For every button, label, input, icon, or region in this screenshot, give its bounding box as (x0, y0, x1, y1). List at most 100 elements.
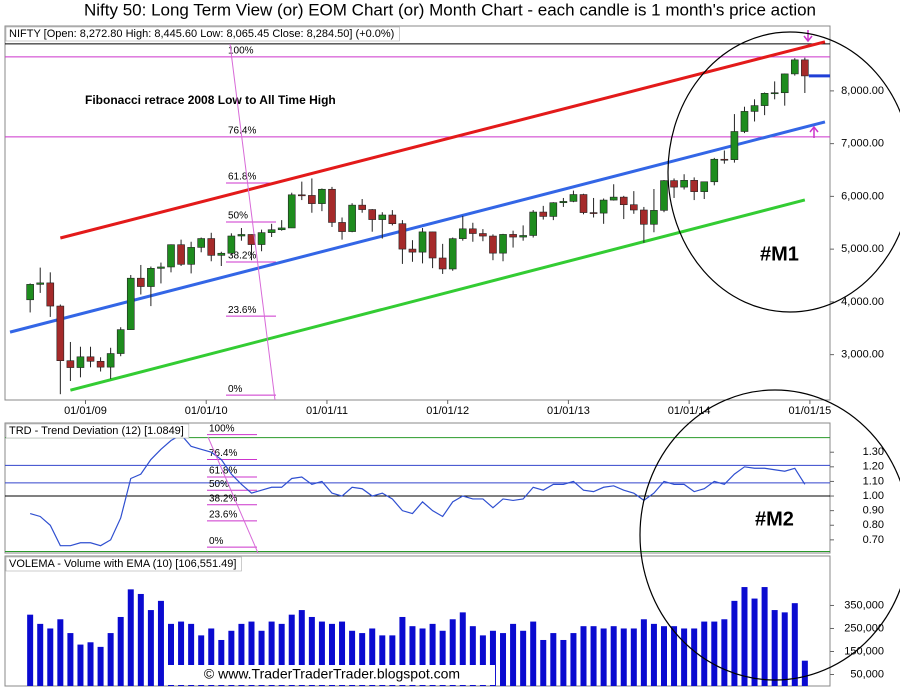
candle-body (760, 93, 769, 106)
candle-body (418, 231, 427, 253)
volume-bar (238, 623, 245, 686)
candle-body (237, 234, 246, 237)
x-tick-label: 01/01/10 (185, 405, 228, 417)
candle-body (36, 282, 45, 285)
volume-bar (228, 630, 235, 686)
volume-bar (27, 614, 34, 686)
y-tick-label: 0.90 (863, 505, 884, 517)
volume-bar (248, 621, 255, 686)
trend-deviation-line (29, 433, 806, 547)
y-tick-label: 1.30 (863, 446, 884, 458)
y-tick-label: 5,000.00 (841, 243, 884, 255)
candle-body (630, 204, 638, 211)
volume-bar (600, 628, 607, 686)
legend: NIFTY [Open: 8,272.80 High: 8,445.60 Low… (9, 28, 394, 40)
volume-bar (77, 644, 84, 686)
volume-bar (67, 633, 74, 686)
volume-bar (731, 600, 738, 686)
volume-bar (147, 610, 154, 686)
candle-body (680, 180, 688, 188)
annotation: #M1 (760, 243, 799, 265)
volume-bar (550, 633, 557, 686)
candle-body (529, 211, 538, 236)
fib-diagonal (229, 43, 276, 401)
volume-bar (339, 621, 346, 686)
candle-body (720, 158, 729, 161)
candle-body (358, 204, 366, 210)
volume-bar (630, 628, 637, 686)
volume-bar (459, 612, 466, 686)
volume-bar (791, 603, 798, 686)
volume-bar (308, 616, 315, 686)
x-tick-label: 01/01/11 (306, 405, 348, 417)
volume-bar (389, 635, 396, 686)
volume-bar (671, 626, 678, 686)
candle-body (167, 244, 175, 268)
candle-body (780, 73, 789, 94)
volume-bar (37, 623, 44, 686)
y-tick-label: 6,000.00 (841, 190, 884, 202)
candle-body (348, 204, 356, 232)
legend-bg (5, 423, 190, 439)
volume-bar (198, 635, 205, 686)
candle-body (257, 232, 266, 245)
plot-layer: 100% 76.4% 61.8% 50% 38.2% 23.6% 0% 3,000.00 4,0… (4, 25, 884, 687)
candle-body (368, 209, 377, 220)
volume-bar (288, 614, 295, 686)
volume-bar (580, 626, 587, 686)
y-tick-label: 4,000.00 (841, 296, 884, 308)
watermark-bg (165, 665, 495, 685)
volume-bar (781, 612, 788, 686)
volume-bar (178, 621, 185, 686)
volume-bar (449, 619, 456, 686)
y-tick-label: 1.10 (863, 475, 884, 487)
annotation: #M2 (755, 508, 794, 530)
candle-body (549, 202, 558, 217)
candle-body (640, 209, 648, 225)
legend: VOLEMA - Volume with EMA (10) [106,551.4… (9, 558, 236, 570)
fib-label: 61.8% (228, 172, 256, 183)
volume-bar (711, 621, 718, 686)
volume-bar (137, 593, 144, 686)
volume-bar (469, 626, 476, 686)
fib-label: 23.6% (228, 305, 256, 316)
fib-label: 76.4% (209, 448, 237, 459)
volume-bar (47, 628, 54, 686)
trend-line (59, 40, 826, 240)
candle-body (86, 356, 95, 362)
volume-bar (268, 621, 275, 686)
candle-body (56, 305, 65, 362)
x-tick-label: 01/01/09 (64, 405, 107, 417)
candle-body (579, 194, 588, 213)
volume-bar (500, 633, 507, 686)
candle-body (267, 229, 276, 233)
candle-body (660, 180, 668, 211)
annotation: Fibonacci retrace 2008 Low to All Time H… (85, 93, 336, 107)
candle-body (177, 244, 185, 265)
volume-bar (721, 619, 728, 686)
candle-body (147, 268, 155, 287)
candle-body (217, 252, 226, 256)
volume-bar (278, 623, 285, 686)
candle-body (509, 234, 517, 238)
candle-body (458, 228, 467, 239)
volume-bar (208, 628, 215, 686)
fib-label: 100% (209, 423, 235, 434)
candle-body (197, 238, 205, 248)
panel-frame (4, 422, 831, 554)
candle-body (428, 231, 437, 259)
candle-body (227, 235, 236, 254)
candle-body (499, 234, 507, 254)
candle-body (519, 235, 527, 238)
candle-body (106, 353, 115, 368)
candle-body (650, 210, 658, 225)
volume-bar (590, 626, 597, 686)
volume-bar (520, 630, 527, 686)
candle-body (26, 284, 34, 301)
candle-body (690, 180, 698, 192)
volume-bar (57, 619, 64, 686)
panel-frame (4, 25, 831, 401)
volume-bar (349, 630, 356, 686)
